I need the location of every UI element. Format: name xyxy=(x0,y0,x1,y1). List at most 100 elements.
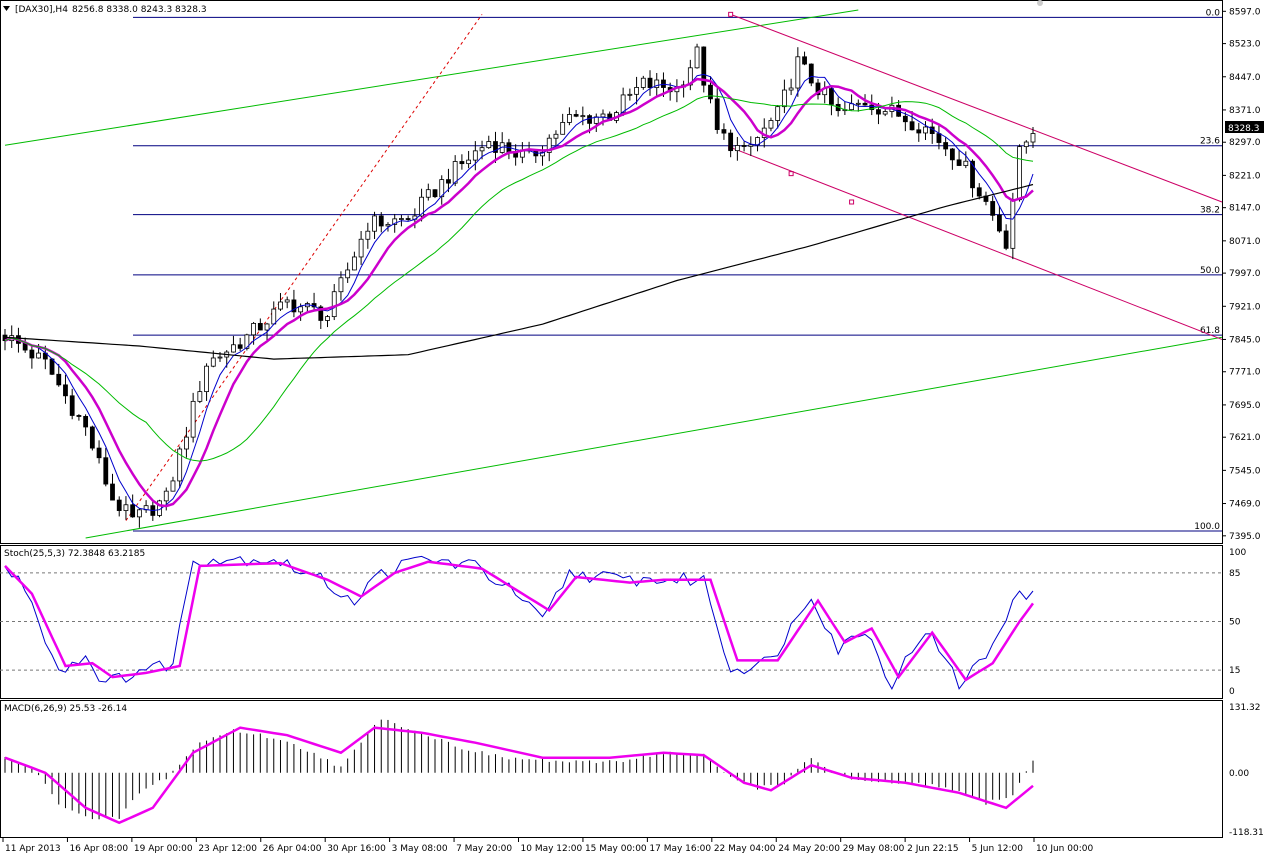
candle xyxy=(634,76,639,105)
candle xyxy=(802,51,807,66)
candle-body xyxy=(694,46,700,69)
current-price-label: 8328.3 xyxy=(1228,124,1260,134)
candle xyxy=(869,94,875,116)
candle-body xyxy=(76,415,82,417)
candle-body xyxy=(372,215,377,232)
candle-body xyxy=(298,306,304,313)
candle-body xyxy=(251,323,257,336)
candle xyxy=(459,154,465,170)
candle xyxy=(781,79,787,114)
candle xyxy=(439,175,445,205)
candle-body xyxy=(392,218,398,225)
candle-body xyxy=(775,106,781,121)
macd-tick-label: -118.31 xyxy=(1229,828,1264,838)
candle xyxy=(654,72,660,96)
candle xyxy=(136,508,142,528)
price-tick-label: 7997.0 xyxy=(1229,269,1261,279)
candle xyxy=(89,425,95,451)
candle xyxy=(1003,224,1009,251)
lower-trend-line xyxy=(85,336,1223,539)
candle-body xyxy=(855,102,861,105)
candle xyxy=(358,231,364,265)
candle-body xyxy=(580,115,586,118)
candle-body xyxy=(815,82,821,96)
candle-body xyxy=(1003,230,1009,249)
time-tick-label: 7 May 20:00 xyxy=(456,844,512,854)
candle xyxy=(788,78,794,96)
time-tick-label: 30 Apr 16:00 xyxy=(327,844,386,854)
candle-body xyxy=(587,115,592,124)
candle-body xyxy=(990,201,996,216)
candle xyxy=(351,251,357,271)
candle xyxy=(701,46,707,93)
candle xyxy=(425,183,431,201)
candle xyxy=(882,107,888,117)
stoch-tick-label: 15 xyxy=(1229,666,1240,676)
price-tick-label: 8597.0 xyxy=(1229,7,1261,17)
candle xyxy=(493,131,498,163)
candle-body xyxy=(970,160,975,189)
candle xyxy=(815,79,821,100)
candle-body xyxy=(721,129,727,134)
candle xyxy=(573,109,579,118)
candle xyxy=(560,113,566,135)
candle-body xyxy=(358,238,364,258)
candle xyxy=(103,447,109,487)
candle-body xyxy=(163,490,169,502)
candle xyxy=(237,337,243,351)
candle-body xyxy=(291,299,297,313)
candle-body xyxy=(1030,133,1036,143)
triangle-down-icon[interactable] xyxy=(3,6,10,11)
time-tick-label: 3 May 08:00 xyxy=(392,844,448,854)
candle-body xyxy=(170,480,176,492)
candle-body xyxy=(708,84,713,100)
candle-body xyxy=(278,301,283,310)
ma-mid-line xyxy=(4,77,1034,508)
candle xyxy=(83,414,89,436)
candle-body xyxy=(338,277,344,293)
candle xyxy=(808,63,814,87)
candle-body xyxy=(345,269,351,279)
candle-body xyxy=(882,111,888,115)
candle-body xyxy=(1010,199,1016,249)
candle-body xyxy=(687,67,693,86)
fib-level-label: 61.8 xyxy=(1200,326,1220,336)
fan-line xyxy=(125,14,483,521)
time-tick-label: 11 Apr 2013 xyxy=(5,844,61,854)
candle xyxy=(291,289,297,318)
candle xyxy=(365,222,371,249)
candle xyxy=(486,135,492,149)
macd-title: MACD(6,26,9) 25.53 -26.14 xyxy=(4,704,127,714)
candle-body xyxy=(976,187,982,197)
candle xyxy=(110,473,115,501)
candle xyxy=(647,70,653,96)
candle-body xyxy=(647,77,653,88)
candle xyxy=(970,159,975,198)
candle-body xyxy=(264,323,270,331)
candle xyxy=(714,88,720,134)
candle xyxy=(728,129,734,158)
fib-level-label: 0.0 xyxy=(1206,8,1221,18)
fib-level-label: 50.0 xyxy=(1200,266,1220,276)
ma-long-line xyxy=(4,183,1034,360)
candle xyxy=(345,262,351,283)
candle-body xyxy=(177,448,183,482)
candle-body xyxy=(432,189,438,198)
candle-body xyxy=(768,120,774,129)
candle xyxy=(432,189,438,199)
candle-body xyxy=(204,365,209,393)
channel-anchor-point xyxy=(849,199,855,205)
macd-tick-label: 0.00 xyxy=(1229,769,1249,779)
candle xyxy=(923,121,928,140)
candle-body xyxy=(472,150,478,161)
candle-body xyxy=(949,148,955,161)
price-tick-label: 8523.0 xyxy=(1229,40,1261,50)
stoch-panel xyxy=(0,555,1222,690)
time-tick-label: 24 May 20:00 xyxy=(778,844,840,854)
candle-body xyxy=(56,373,62,386)
scroll-marker-icon[interactable] xyxy=(1037,0,1043,6)
candle xyxy=(640,75,646,90)
channel-lower-line xyxy=(730,146,1223,340)
